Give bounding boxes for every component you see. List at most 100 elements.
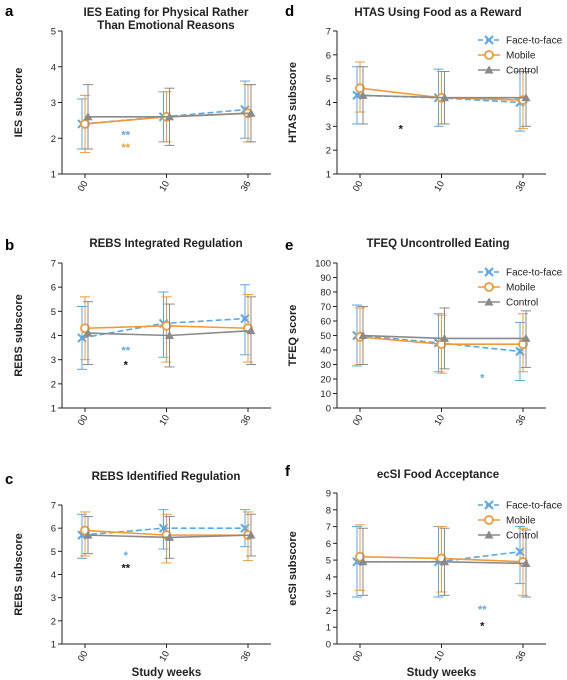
y-tick-label: 0 xyxy=(326,640,331,651)
x-tick-label: 36 xyxy=(514,179,529,194)
y-tick-label: 6 xyxy=(51,283,56,294)
y-tick-label: 80 xyxy=(320,288,331,299)
legend-label: Control xyxy=(506,66,538,77)
x-tick-label: 10 xyxy=(432,179,447,194)
y-tick-label: 2 xyxy=(51,134,56,145)
y-tick-label: 6 xyxy=(51,524,56,535)
significance-marker: ** xyxy=(478,604,487,616)
legend-label: Face-to-face xyxy=(506,268,563,279)
series-control xyxy=(358,306,531,370)
y-tick-label: 4 xyxy=(326,98,331,109)
y-tick-label: 2 xyxy=(51,616,56,627)
data-point xyxy=(440,93,449,102)
significance-marker: * xyxy=(480,373,485,385)
panel-title: HTAS Using Food as a Reward xyxy=(354,7,521,19)
data-point xyxy=(165,112,174,121)
y-tick-label: 50 xyxy=(320,331,331,342)
significance-marker: ** xyxy=(121,563,130,575)
legend-label: Mobile xyxy=(506,51,536,62)
y-tick-label: 4 xyxy=(326,572,331,583)
x-tick-label: 36 xyxy=(239,179,254,194)
y-tick-label: 9 xyxy=(326,489,331,500)
data-point xyxy=(358,90,368,99)
y-tick-label: 10 xyxy=(320,389,331,400)
legend: Face-to-face Mobile Control xyxy=(478,35,563,77)
data-point xyxy=(246,530,256,539)
data-point xyxy=(440,333,449,342)
legend-marker xyxy=(484,65,494,74)
data-point xyxy=(358,331,368,339)
significance-marker: ** xyxy=(121,130,130,142)
x-tick-label: 36 xyxy=(514,649,529,664)
y-axis-label: TFEQ score xyxy=(287,305,299,367)
legend-label: Face-to-face xyxy=(506,36,563,47)
y-tick-label: 4 xyxy=(51,570,56,581)
x-tick-label: 10 xyxy=(432,413,447,428)
y-tick-label: 20 xyxy=(320,375,331,386)
y-tick-label: 6 xyxy=(326,50,331,61)
data-point xyxy=(440,557,449,566)
x-tick-label: 00 xyxy=(351,649,366,664)
y-tick-label: 3 xyxy=(326,589,331,600)
panel-title: ecSI Food Acceptance xyxy=(377,469,499,481)
y-axis-label: IES subscore xyxy=(13,68,25,138)
data-point xyxy=(246,108,256,117)
y-tick-label: 3 xyxy=(326,122,331,133)
panel-title: TFEQ Uncontrolled Eating xyxy=(366,238,509,250)
data-point xyxy=(355,83,365,94)
data-point xyxy=(521,333,531,342)
y-tick-label: 90 xyxy=(320,273,331,284)
y-tick-label: 5 xyxy=(51,27,56,38)
data-point xyxy=(358,557,368,566)
x-tick-label: 00 xyxy=(76,413,91,428)
data-point xyxy=(165,532,174,541)
x-tick-label: 36 xyxy=(514,413,529,428)
panel-e: e TFEQ Uncontrolled Eating TFEQ score 0 10 20… xyxy=(285,237,563,428)
legend-label: Control xyxy=(506,531,538,542)
panel-title: IES Eating for Physical Rather xyxy=(84,7,249,19)
y-tick-label: 5 xyxy=(326,74,331,85)
legend-marker xyxy=(484,515,494,525)
legend-marker-b xyxy=(484,35,494,45)
panel-title: REBS Identified Regulation xyxy=(92,471,241,483)
data-point xyxy=(355,551,365,562)
x-tick-label: 10 xyxy=(157,413,172,428)
significance-marker: ** xyxy=(121,142,130,154)
panel-letter: d xyxy=(285,3,294,20)
y-tick-label: 1 xyxy=(51,404,56,415)
significance-marker: * xyxy=(124,360,129,372)
y-tick-label: 3 xyxy=(51,98,56,109)
data-point xyxy=(80,323,90,334)
x-tick-label: 36 xyxy=(239,649,254,664)
panel-letter: e xyxy=(285,237,293,254)
data-point xyxy=(161,320,172,331)
data-point xyxy=(83,328,93,337)
legend: Face-to-face Mobile Control xyxy=(478,267,563,309)
y-tick-label: 3 xyxy=(51,593,56,604)
y-tick-label: 5 xyxy=(326,556,331,567)
x-tick-label: 00 xyxy=(351,413,366,428)
data-point xyxy=(521,93,531,102)
y-tick-label: 7 xyxy=(51,259,56,270)
panel-letter: f xyxy=(285,463,291,480)
data-point xyxy=(521,558,531,567)
series-control xyxy=(83,513,256,559)
legend-marker-b xyxy=(484,500,494,510)
x-axis-label: Study weeks xyxy=(132,667,202,679)
x-tick-label: 00 xyxy=(351,179,366,194)
series-mobile xyxy=(355,524,528,596)
legend: Face-to-face Mobile Control xyxy=(478,500,563,542)
series-control xyxy=(358,527,531,598)
panel-letter: a xyxy=(5,3,14,20)
legend-marker-b xyxy=(484,267,494,277)
legend-label: Face-to-face xyxy=(506,501,563,512)
y-tick-label: 8 xyxy=(326,505,331,516)
data-point xyxy=(165,331,174,339)
legend-marker xyxy=(484,530,494,539)
panel-title: Than Emotional Reasons xyxy=(97,20,234,32)
significance-marker: * xyxy=(124,550,129,562)
y-tick-label: 100 xyxy=(315,259,331,270)
series-mobile xyxy=(355,307,528,374)
